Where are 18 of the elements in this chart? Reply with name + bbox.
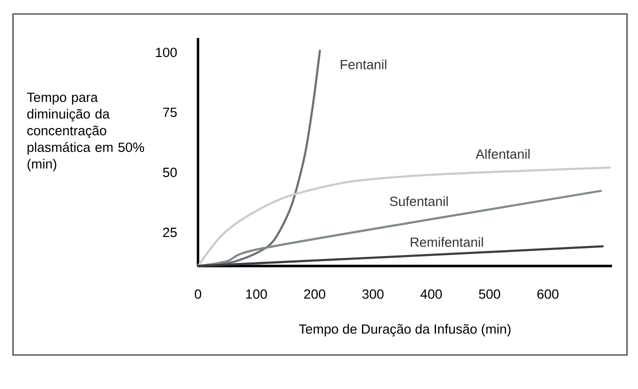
x-tick-label: 0: [194, 289, 202, 299]
y-tick-label: 100: [156, 48, 177, 58]
series-label: Fentanil: [340, 60, 386, 70]
line-series: [196, 190, 602, 268]
series-label: Alfentanil: [476, 149, 530, 159]
series-label: Sufentanil: [390, 196, 448, 206]
x-tick-label: 600: [537, 289, 558, 299]
y-tick-label: 25: [163, 228, 177, 238]
y-tick-label: 50: [163, 168, 177, 178]
x-tick-label: 500: [478, 289, 500, 299]
x-tick-label: 400: [420, 289, 442, 299]
y-tick-label: 75: [163, 108, 177, 118]
x-tick-label: 100: [246, 289, 267, 299]
x-tick-label: 300: [362, 289, 384, 299]
series-label: Remifentanil: [410, 237, 483, 247]
x-tick-label: 200: [304, 289, 326, 299]
x-axis-title: Tempo de Duração da Infusão (min): [298, 324, 510, 336]
y-axis-title: Tempo para diminuição da concentração plasmática em 50% (min): [27, 92, 144, 172]
